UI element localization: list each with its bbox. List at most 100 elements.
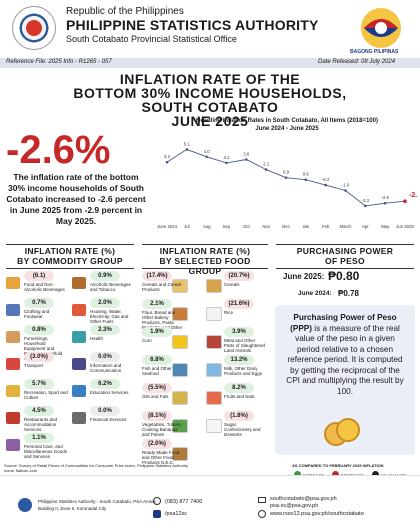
- commodity-value: 2.3%: [90, 325, 120, 335]
- commodity-value: 6.2%: [90, 379, 120, 389]
- title-line-2: BOTTOM 30% INCOME HOUSEHOLDS, SOUTH COTA…: [73, 85, 347, 115]
- data-label: 3.1: [224, 155, 231, 160]
- data-point: [185, 148, 189, 151]
- commodity-label: Clothing and Footwear: [24, 309, 50, 319]
- data-point: [165, 160, 169, 164]
- data-label: 2.1: [263, 162, 270, 167]
- footer-facebook[interactable]: /psa12sc: [165, 511, 188, 517]
- food-label: Sugar, Confectionery and Desserts: [224, 422, 261, 437]
- x-tick-label: Jun 2025: [396, 224, 414, 229]
- commodity-label: Restaurants and Accommodation Services: [24, 417, 58, 432]
- food-icon-8: [172, 391, 188, 405]
- legend-title: AS COMPARED TO FEBRUARY 2025 INFLATION: [292, 463, 384, 468]
- food-value: (20.7%): [224, 271, 254, 281]
- header: [0, 0, 420, 58]
- web-icon: [258, 510, 266, 518]
- commodity-icon-1: [72, 277, 86, 289]
- data-label: 4.0: [204, 149, 211, 154]
- headline-rate: -2.6%: [6, 128, 111, 172]
- food-value: 8.2%: [224, 383, 254, 393]
- data-label: 0.6: [303, 172, 310, 177]
- commodity-label: Education Services: [90, 390, 129, 395]
- food-label: Ready-Made Food and Other Food Products …: [142, 450, 180, 465]
- food-value: (5.5%): [142, 383, 172, 393]
- food-label: Meat and Other Parts of Slaughtered Land…: [224, 338, 266, 353]
- x-tick-label: Dec: [282, 224, 290, 229]
- bagong-pilipinas-text: BAGONG PILIPINAS: [350, 49, 399, 55]
- ppp-june2024-label: June 2024:: [298, 290, 332, 297]
- ppp-definition: Purchasing Power of Peso (PPP) is a meas…: [286, 313, 404, 397]
- commodity-label: Transport: [24, 363, 44, 368]
- food-rule-bottom: [142, 268, 268, 269]
- data-point: [304, 178, 308, 181]
- footer-website[interactable]: www.rsso12.psa.gov.ph/southcotabato: [270, 511, 364, 517]
- commodity-value: 0.0%: [90, 352, 120, 362]
- ppp-definition-body: is a measure of the real value of the pe…: [286, 323, 404, 396]
- phone-icon: [153, 497, 161, 505]
- data-point: [225, 161, 228, 165]
- commodity-value: 0.8%: [24, 325, 54, 335]
- food-label: Fish and Other Seafood: [142, 366, 172, 376]
- commodity-icon-6: [6, 358, 20, 370]
- food-value: (21.6%): [224, 299, 254, 309]
- commodity-value: 5.7%: [24, 379, 54, 389]
- food-icon-6: [172, 363, 188, 377]
- data-label: -3.3: [362, 198, 370, 203]
- food-icon-11: [206, 419, 222, 433]
- food-value: 2.1%: [142, 299, 172, 309]
- commodity-label: Information and Communication: [90, 363, 122, 373]
- commodity-value: 0.9%: [90, 271, 120, 281]
- food-icon-5: [206, 335, 222, 349]
- ppp-rule-bottom: [276, 268, 414, 269]
- commodity-label: Health: [90, 336, 104, 341]
- food-icon-3: [206, 307, 222, 321]
- food-icon-1: [206, 279, 222, 293]
- x-tick-label: June 2024: [157, 224, 178, 229]
- food-label: Rice: [224, 310, 234, 315]
- x-tick-label: Oct: [243, 224, 250, 229]
- data-point: [284, 176, 288, 179]
- commodity-value: 1.1%: [24, 433, 54, 443]
- commodity-value: (3.0%): [24, 352, 54, 362]
- food-value: (1.8%): [224, 411, 254, 421]
- data-label: -1.0: [342, 182, 350, 187]
- x-tick-label: Nov: [262, 224, 270, 229]
- commodity-value: 0.7%: [24, 298, 54, 308]
- data-point: [324, 183, 327, 187]
- data-label: 3.2: [164, 154, 171, 159]
- data-label: -0.2: [322, 177, 330, 182]
- reference-bar: [0, 58, 420, 68]
- legend-nochange-dot: [372, 471, 379, 478]
- data-point: [205, 155, 208, 159]
- footer-email-1[interactable]: southcotabato@psa.gov.ph: [270, 496, 337, 502]
- commodity-label: Personal Care, and Miscellaneous Goods a…: [24, 444, 68, 459]
- food-icon-4: [172, 335, 188, 349]
- bagong-pilipinas-logo: [361, 8, 401, 48]
- ppp-june2024-value: ₱0.78: [338, 289, 359, 298]
- food-rule-top: [142, 244, 268, 245]
- footer-email-2[interactable]: psa-sc@psa.gov.ph: [270, 503, 319, 509]
- commodity-rule-top: [6, 244, 134, 245]
- food-icon-10: [172, 419, 188, 433]
- republic-label: Republic of the Philippines: [66, 6, 184, 17]
- icons-credit: Icons: flaticon.com: [4, 468, 38, 473]
- data-point: [403, 199, 407, 204]
- food-icon-2: [172, 307, 188, 321]
- food-value: (17.4%): [142, 271, 172, 281]
- ppp-definition-term: Purchasing Power of Peso (PPP): [290, 313, 397, 333]
- x-tick-label: Aug: [203, 224, 211, 229]
- commodity-icon-10: [6, 412, 20, 424]
- footer-phone: (083) 877 7400: [165, 499, 203, 505]
- x-tick-label: Sep: [223, 224, 231, 229]
- facebook-icon: [153, 510, 161, 518]
- legend-increase-dot: [294, 471, 301, 478]
- x-tick-label: March: [340, 224, 353, 229]
- food-icon-12: [172, 447, 188, 461]
- data-label: 0.9: [283, 170, 290, 175]
- date-released: Date Released: 08 July 2024: [318, 59, 396, 65]
- food-icon-7: [206, 363, 222, 377]
- commodity-icon-3: [72, 304, 86, 316]
- data-point: [383, 201, 387, 205]
- chart-subtitle: June 2024 - June 2025: [255, 126, 319, 132]
- commodity-icon-8: [6, 385, 20, 397]
